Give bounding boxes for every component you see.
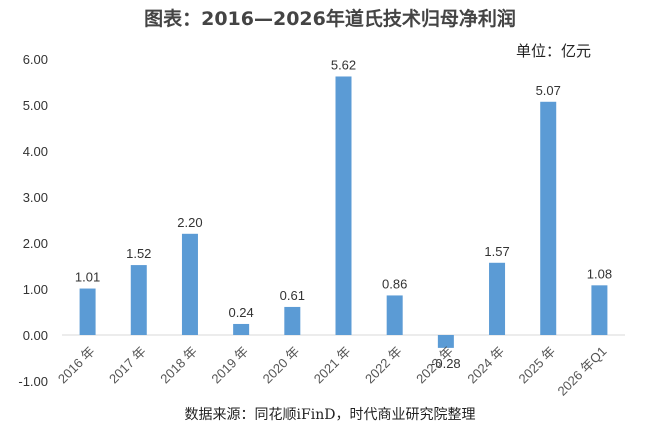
- data-label: -0.28: [431, 356, 461, 371]
- bar: [233, 323, 250, 335]
- data-label: 0.24: [228, 305, 253, 320]
- data-label: 0.86: [382, 276, 407, 291]
- data-label: 5.07: [536, 83, 561, 98]
- bar: [130, 265, 147, 335]
- y-tick-label: 5.00: [23, 98, 48, 113]
- x-tick-label: 2022 年: [362, 344, 405, 387]
- data-label: 0.61: [280, 288, 305, 303]
- y-tick-label: 2.00: [23, 236, 48, 251]
- data-label: 1.01: [75, 270, 100, 285]
- y-tick-label: 1.00: [23, 282, 48, 297]
- bar: [591, 285, 608, 335]
- bar: [386, 295, 403, 335]
- x-tick-label: 2017 年: [106, 344, 149, 387]
- x-tick-label: 2024 年: [464, 344, 507, 387]
- y-tick-label: 0.00: [23, 328, 48, 343]
- data-label: 1.57: [484, 244, 509, 259]
- y-tick-label: -1.00: [18, 374, 48, 389]
- x-tick-label: 2025 年: [516, 344, 559, 387]
- data-label: 2.20: [177, 215, 202, 230]
- unit-label: 单位：亿元: [516, 42, 592, 60]
- x-tick-label: 2021 年: [311, 344, 354, 387]
- source-note: 数据来源：同花顺iFinD，时代商业研究院整理: [184, 407, 476, 423]
- bar: [437, 335, 454, 348]
- x-tick-label: 2019 年: [208, 344, 251, 387]
- y-tick-label: 3.00: [23, 190, 48, 205]
- bar: [489, 262, 506, 335]
- bar: [181, 233, 198, 335]
- x-tick-label: 2026 年Q1: [554, 344, 609, 399]
- bar: [540, 101, 557, 335]
- x-tick-label: 2020 年: [260, 344, 303, 387]
- x-tick-label: 2018 年: [157, 344, 200, 387]
- data-label: 1.52: [126, 246, 151, 261]
- x-tick-label: 2016 年: [55, 344, 98, 387]
- bar: [335, 76, 352, 335]
- data-label: 5.62: [331, 57, 356, 72]
- bar: [284, 306, 301, 335]
- bar: [79, 288, 96, 335]
- data-label: 1.08: [587, 266, 612, 281]
- chart-title: 图表：2016—2026年道氏技术归母净利润: [144, 8, 516, 30]
- y-tick-label: 4.00: [23, 144, 48, 159]
- y-tick-label: 6.00: [23, 52, 48, 67]
